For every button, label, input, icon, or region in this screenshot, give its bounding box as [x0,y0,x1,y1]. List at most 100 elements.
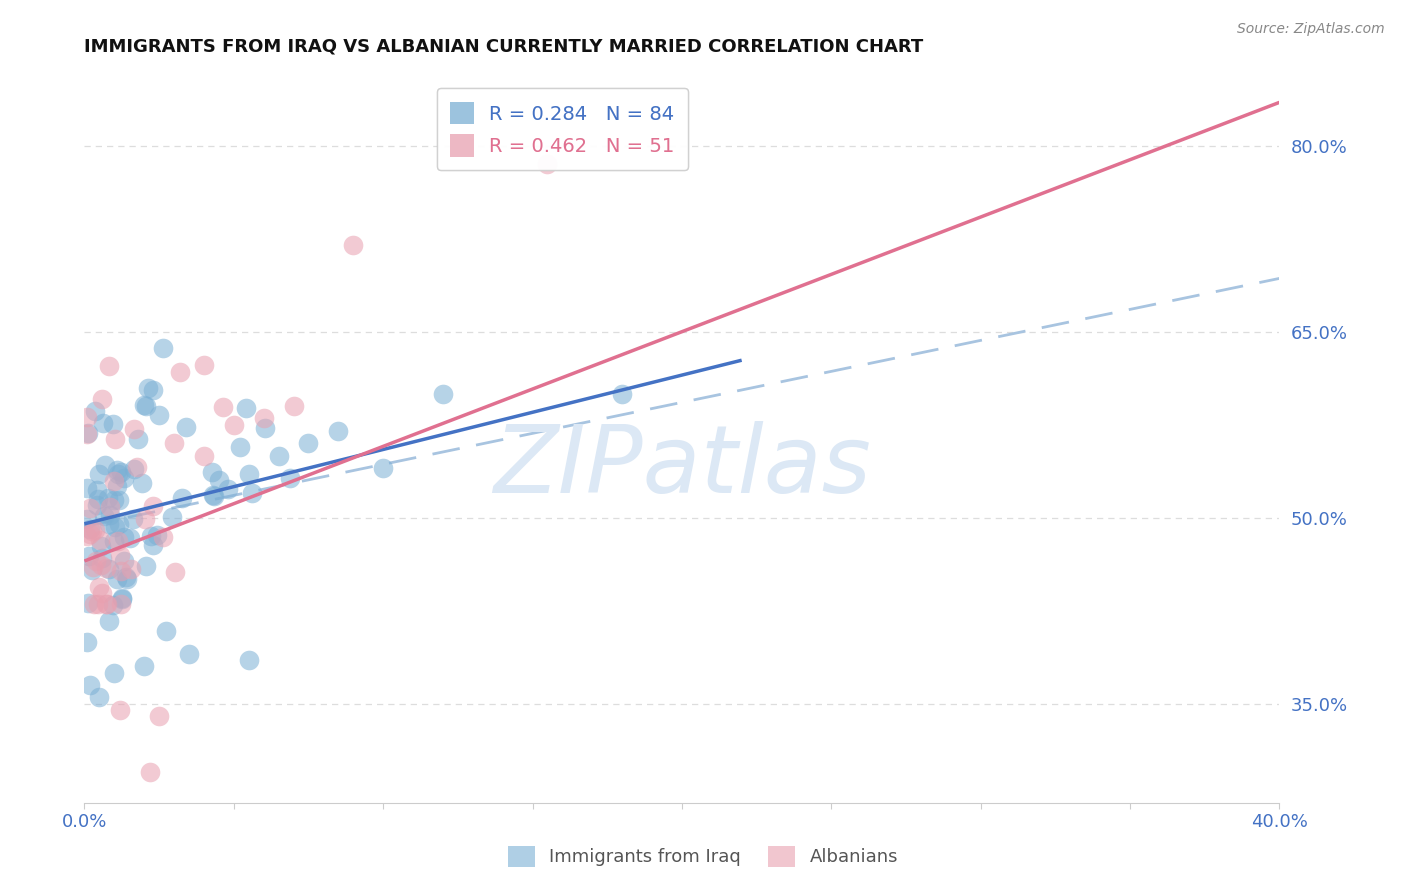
Point [112,530,135,544]
Point [152,530,174,544]
Point [86,483,108,498]
Point [89,690,111,705]
Point [148,709,170,723]
Point [134,400,156,414]
Point [110,564,132,578]
Point [342,238,364,252]
Point [240,486,263,500]
Point [229,440,252,454]
Point [107,479,129,493]
Point [142,383,165,397]
Point [120,562,142,576]
Point [103,533,125,548]
Point [142,499,165,513]
Point [76,481,98,495]
Point [238,653,260,667]
Point [110,465,132,479]
Point [103,474,125,488]
Point [536,157,558,171]
Point [79,501,101,516]
Point [77,596,100,610]
Point [121,512,143,526]
Point [208,474,231,488]
Point [135,559,157,574]
Point [107,467,129,481]
Point [93,458,115,473]
Point [152,341,174,355]
Point [97,491,120,505]
Point [177,647,200,661]
Point [373,461,395,475]
Point [89,533,111,548]
Point [120,531,142,545]
Point [122,461,145,475]
Point [76,409,98,424]
Point [122,422,145,436]
Point [110,703,132,717]
Point [115,572,138,586]
Point [96,598,118,612]
Point [100,500,122,514]
Point [111,592,134,607]
Point [132,659,156,673]
Point [222,417,245,432]
Legend: Immigrants from Iraq, Albanians: Immigrants from Iraq, Albanians [501,838,905,874]
Point [139,764,162,779]
Point [131,476,153,491]
Point [91,416,114,430]
Point [76,634,98,648]
Point [77,426,100,441]
Point [127,433,149,447]
Point [283,399,305,413]
Point [112,471,135,485]
Point [103,665,125,680]
Point [84,523,107,537]
Point [202,488,225,502]
Point [139,529,162,543]
Point [148,408,170,422]
Point [111,591,134,606]
Point [163,566,186,580]
Point [86,498,108,512]
Point [146,528,169,542]
Point [134,512,156,526]
Point [80,563,103,577]
Point [212,400,235,414]
Point [235,401,257,416]
Point [90,558,112,573]
Legend: R = 0.284   N = 84, R = 0.462   N = 51: R = 0.284 N = 84, R = 0.462 N = 51 [437,88,688,170]
Point [160,510,183,524]
Point [112,554,135,568]
Point [612,386,634,401]
Point [84,554,107,568]
Point [193,449,215,463]
Point [84,404,107,418]
Point [172,491,194,505]
Point [110,598,132,612]
Point [328,424,350,438]
Point [278,471,301,485]
Point [82,560,104,574]
Text: ZIPatlas: ZIPatlas [494,421,870,512]
Point [108,516,131,531]
Point [87,598,110,612]
Point [77,549,100,563]
Point [267,449,290,463]
Point [98,614,121,628]
Point [163,436,186,450]
Text: IMMIGRANTS FROM IRAQ VS ALBANIAN CURRENTLY MARRIED CORRELATION CHART: IMMIGRANTS FROM IRAQ VS ALBANIAN CURRENT… [84,38,924,56]
Point [76,512,98,526]
Point [297,436,319,450]
Point [101,417,124,431]
Point [87,580,110,594]
Point [125,460,148,475]
Point [90,392,112,406]
Point [155,624,177,638]
Point [97,562,120,576]
Point [98,508,121,522]
Point [76,426,98,441]
Point [169,365,191,379]
Point [110,549,132,563]
Point [202,489,225,503]
Point [174,420,197,434]
